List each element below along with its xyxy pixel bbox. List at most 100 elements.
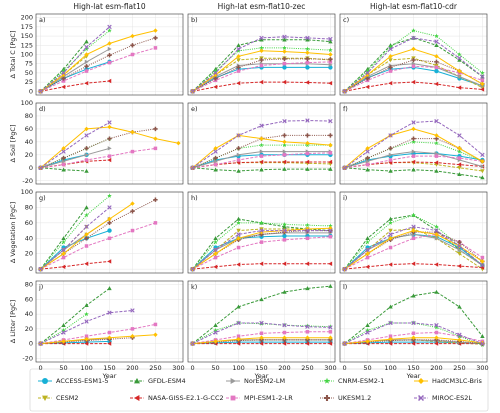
data-point bbox=[388, 228, 393, 233]
data-point bbox=[130, 129, 135, 135]
data-point bbox=[388, 158, 393, 162]
data-point bbox=[434, 224, 439, 229]
y-tick-label: 0 bbox=[29, 265, 33, 273]
data-point bbox=[365, 251, 370, 256]
data-point bbox=[107, 60, 112, 65]
legend-marker bbox=[230, 395, 236, 401]
legend-marker bbox=[134, 395, 140, 401]
data-point bbox=[213, 76, 218, 81]
series-group bbox=[38, 193, 158, 272]
data-point bbox=[130, 43, 135, 48]
y-tick-label: 0 bbox=[29, 164, 33, 172]
data-point bbox=[190, 341, 195, 346]
panel-frame bbox=[187, 191, 336, 274]
data-point bbox=[259, 79, 264, 85]
data-point bbox=[282, 118, 287, 124]
data-point bbox=[107, 154, 112, 158]
data-point bbox=[282, 149, 287, 154]
panel-frame bbox=[35, 280, 184, 363]
y-tick-label: 150 bbox=[21, 32, 33, 40]
y-tick-label: 80 bbox=[25, 203, 33, 211]
panel-frame bbox=[35, 191, 184, 274]
data-point bbox=[411, 57, 416, 63]
data-point bbox=[84, 64, 89, 69]
legend-label: HadCM3LC-Bris bbox=[432, 377, 482, 385]
series-group bbox=[342, 118, 485, 180]
data-point bbox=[259, 159, 264, 165]
data-point bbox=[61, 339, 66, 344]
y-tick-label: 125 bbox=[21, 41, 33, 49]
data-point bbox=[434, 228, 439, 233]
data-point bbox=[411, 120, 416, 125]
data-point bbox=[388, 232, 393, 237]
data-point bbox=[236, 245, 241, 250]
data-point bbox=[282, 238, 287, 242]
data-point bbox=[411, 126, 416, 132]
data-point bbox=[365, 146, 370, 151]
data-point bbox=[328, 60, 333, 64]
data-point bbox=[213, 162, 218, 167]
series-line bbox=[40, 61, 110, 92]
data-point bbox=[130, 33, 135, 39]
data-point bbox=[282, 133, 287, 138]
data-point bbox=[365, 70, 370, 76]
data-point bbox=[388, 168, 393, 173]
data-point bbox=[328, 330, 333, 334]
series-group bbox=[38, 120, 181, 173]
series-line bbox=[40, 207, 110, 270]
data-point bbox=[61, 149, 66, 154]
data-point bbox=[328, 39, 333, 44]
panel-label: d) bbox=[39, 105, 46, 113]
data-point bbox=[305, 341, 310, 346]
data-point bbox=[282, 166, 287, 171]
data-point bbox=[153, 46, 158, 50]
data-point bbox=[434, 289, 439, 294]
data-point bbox=[84, 261, 89, 266]
data-point bbox=[236, 168, 241, 173]
data-point bbox=[480, 169, 485, 174]
data-point bbox=[107, 220, 112, 226]
data-point bbox=[259, 167, 264, 172]
data-point bbox=[388, 44, 393, 50]
data-point bbox=[282, 153, 287, 157]
data-point bbox=[61, 79, 66, 83]
data-point bbox=[434, 262, 439, 267]
data-point bbox=[342, 266, 347, 272]
data-point bbox=[457, 52, 462, 57]
data-point bbox=[434, 118, 439, 124]
legend-marker bbox=[323, 377, 331, 384]
data-point bbox=[457, 333, 462, 339]
data-point bbox=[61, 167, 66, 172]
data-point bbox=[434, 341, 439, 346]
data-point bbox=[84, 126, 89, 132]
x-tick-label: 300 bbox=[172, 364, 184, 372]
data-point bbox=[480, 175, 485, 180]
y-tick-label: 100 bbox=[21, 188, 33, 196]
data-point bbox=[365, 339, 370, 344]
data-point bbox=[434, 236, 439, 241]
panel-label: l) bbox=[343, 283, 347, 291]
legend-label: ACCESS-ESM1-5 bbox=[56, 377, 109, 385]
x-axis-label: Year bbox=[254, 372, 269, 380]
legend-label: CESM2 bbox=[56, 394, 79, 402]
data-point bbox=[457, 85, 462, 90]
panel-frame bbox=[339, 102, 488, 185]
data-point bbox=[411, 261, 416, 266]
data-point bbox=[457, 243, 462, 249]
x-tick-label: 250 bbox=[301, 364, 313, 372]
data-point bbox=[457, 156, 462, 160]
data-point bbox=[457, 247, 462, 253]
data-point bbox=[38, 341, 43, 346]
data-point bbox=[259, 154, 264, 158]
series-line bbox=[40, 323, 156, 345]
data-point bbox=[480, 164, 485, 169]
data-point bbox=[328, 62, 333, 68]
data-point bbox=[84, 336, 89, 342]
data-point bbox=[259, 261, 264, 266]
y-tick-label: 40 bbox=[25, 138, 33, 146]
data-point bbox=[84, 158, 89, 162]
data-point bbox=[259, 37, 264, 42]
data-point bbox=[61, 247, 66, 253]
panel-label: c) bbox=[343, 16, 349, 24]
data-point bbox=[236, 232, 241, 237]
